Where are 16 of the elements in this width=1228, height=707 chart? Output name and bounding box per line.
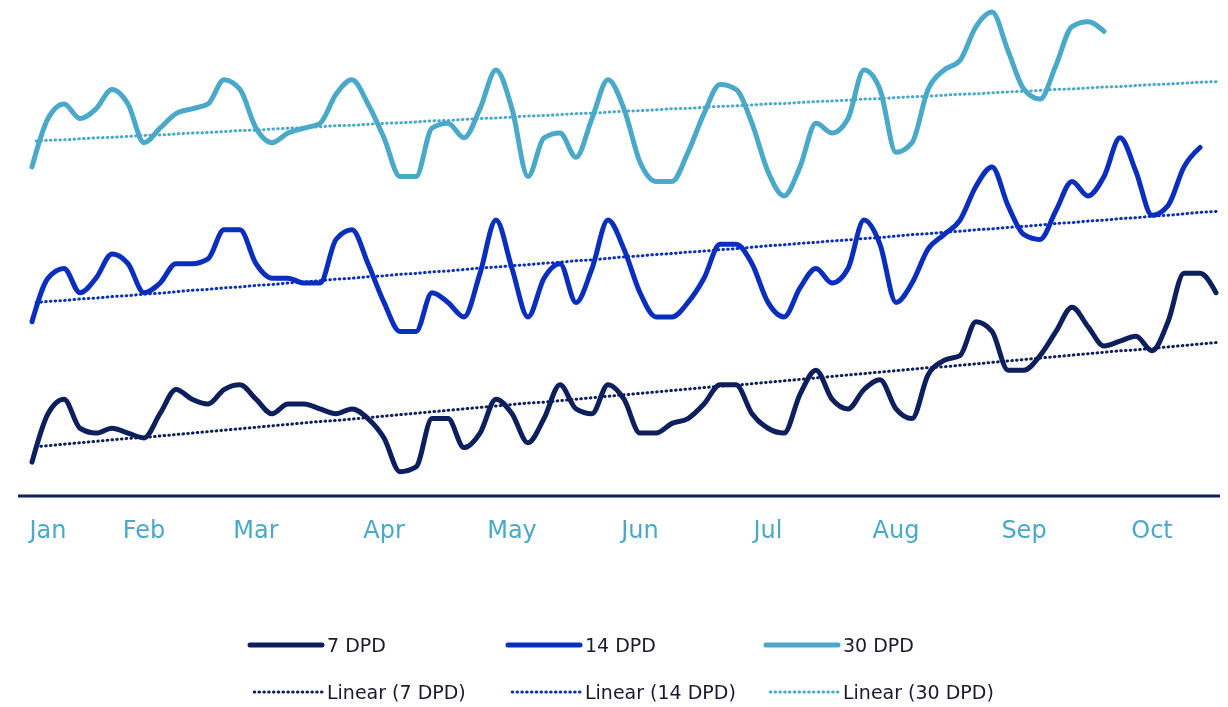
x-tick-label: Jul <box>751 516 783 544</box>
legend-label: Linear (7 DPD) <box>327 681 466 703</box>
x-tick-label: Jun <box>619 516 659 544</box>
x-tick-label: Oct <box>1131 516 1173 544</box>
legend-label: 14 DPD <box>585 634 656 656</box>
x-tick-label: Feb <box>122 516 166 544</box>
x-tick-label: May <box>487 516 537 544</box>
x-tick-label: Jan <box>27 516 67 544</box>
legend-label: Linear (30 DPD) <box>843 681 994 703</box>
x-tick-label: Mar <box>233 516 279 544</box>
legend-label: 7 DPD <box>327 634 386 656</box>
x-tick-label: Aug <box>872 516 920 544</box>
legend-label: Linear (14 DPD) <box>585 681 736 703</box>
x-tick-label: Sep <box>1001 516 1047 544</box>
legend-label: 30 DPD <box>843 634 914 656</box>
x-tick-label: Apr <box>363 516 405 544</box>
